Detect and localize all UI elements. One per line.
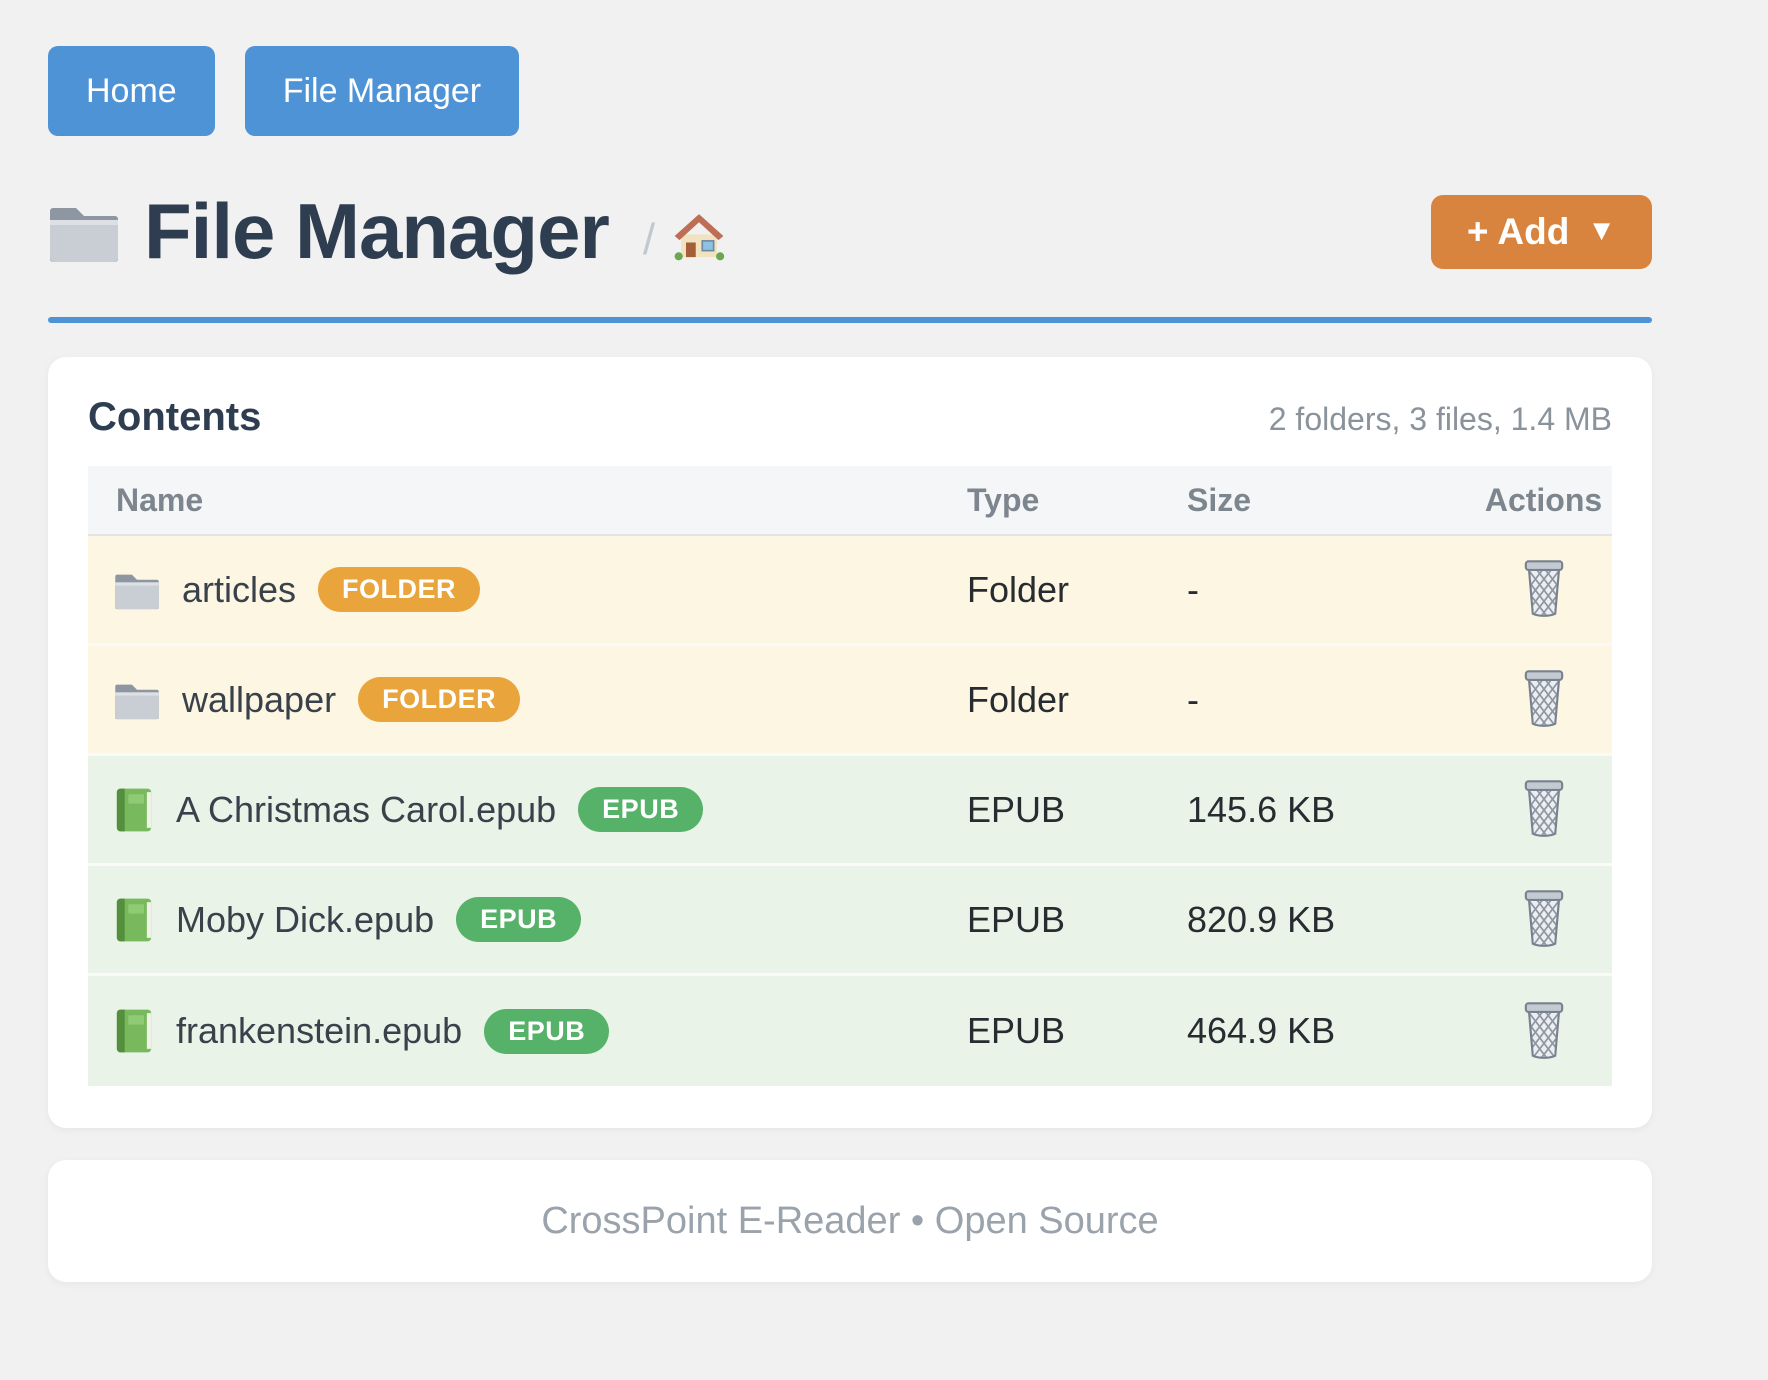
trash-icon: [1518, 776, 1570, 838]
top-nav: Home File Manager: [48, 46, 1652, 136]
delete-button[interactable]: [1514, 882, 1574, 952]
table-row: Moby Dick.epub EPUB EPUB 820.9 KB: [88, 866, 1612, 976]
file-name-link[interactable]: A Christmas Carol.epub: [176, 788, 557, 830]
add-button[interactable]: + Add ▼: [1430, 194, 1652, 269]
chevron-down-icon: ▼: [1587, 215, 1616, 247]
actions-cell: [1475, 772, 1612, 847]
folder-icon: [114, 679, 160, 721]
book-icon: [114, 897, 154, 943]
table-row: articles FOLDER Folder -: [88, 536, 1612, 646]
file-type: Folder: [967, 568, 1070, 610]
title-divider: [48, 317, 1652, 323]
delete-button[interactable]: [1514, 552, 1574, 622]
name-cell: A Christmas Carol.epub EPUB: [88, 787, 967, 833]
folder-icon: [48, 200, 120, 264]
footer: CrossPoint E-Reader • Open Source: [48, 1160, 1652, 1282]
file-name-link[interactable]: Moby Dick.epub: [176, 898, 435, 940]
file-type: Folder: [967, 678, 1070, 720]
column-header-size: Size: [1187, 481, 1252, 518]
epub-badge: EPUB: [484, 1008, 610, 1054]
actions-cell: [1475, 882, 1612, 957]
name-cell: Moby Dick.epub EPUB: [88, 897, 967, 943]
epub-badge: EPUB: [578, 787, 704, 832]
home-icon: [673, 210, 725, 267]
nav-home-button[interactable]: Home: [48, 46, 215, 136]
folder-badge: FOLDER: [318, 567, 481, 612]
delete-button[interactable]: [1514, 994, 1574, 1064]
file-size: -: [1187, 678, 1199, 720]
file-name-link[interactable]: frankenstein.epub: [176, 1010, 463, 1051]
file-type: EPUB: [967, 788, 1066, 830]
table-row: frankenstein.epub EPUB EPUB 464.9 KB: [88, 976, 1612, 1086]
column-header-name: Name: [116, 481, 204, 518]
table-row: wallpaper FOLDER Folder -: [88, 646, 1612, 756]
book-icon: [114, 787, 154, 833]
file-name-link[interactable]: articles: [182, 568, 297, 610]
name-cell: articles FOLDER: [88, 567, 967, 612]
trash-icon: [1518, 666, 1570, 728]
file-size: 820.9 KB: [1187, 898, 1336, 940]
epub-badge: EPUB: [456, 897, 582, 942]
actions-cell: [1475, 994, 1612, 1069]
file-table: Name Type Size Actions articles FOLDER F…: [88, 466, 1612, 1086]
file-size: 145.6 KB: [1187, 788, 1336, 830]
breadcrumb-home-link[interactable]: [673, 210, 725, 267]
table-header-row: Name Type Size Actions: [88, 466, 1612, 536]
add-button-label: + Add: [1466, 210, 1570, 252]
book-icon: [114, 1008, 154, 1054]
actions-cell: [1475, 552, 1612, 627]
file-type: EPUB: [967, 898, 1066, 940]
contents-summary: 2 folders, 3 files, 1.4 MB: [1268, 401, 1612, 437]
breadcrumb-separator: /: [642, 214, 656, 264]
page-header: File Manager / + Add ▼: [48, 186, 1652, 277]
trash-icon: [1518, 998, 1570, 1060]
card-header: Contents 2 folders, 3 files, 1.4 MB: [88, 395, 1612, 440]
delete-button[interactable]: [1514, 662, 1574, 732]
nav-file-manager-button[interactable]: File Manager: [244, 46, 520, 136]
name-cell: frankenstein.epub EPUB: [88, 1008, 967, 1054]
column-header-actions: Actions: [1484, 481, 1603, 518]
table-row: A Christmas Carol.epub EPUB EPUB 145.6 K…: [88, 756, 1612, 866]
contents-card: Contents 2 folders, 3 files, 1.4 MB Name…: [48, 357, 1652, 1128]
delete-button[interactable]: [1514, 772, 1574, 842]
page-title: File Manager: [144, 187, 610, 275]
trash-icon: [1518, 886, 1570, 948]
footer-text: CrossPoint E-Reader • Open Source: [541, 1199, 1159, 1242]
file-size: 464.9 KB: [1187, 1010, 1336, 1051]
file-size: -: [1187, 568, 1199, 610]
trash-icon: [1518, 556, 1570, 618]
folder-badge: FOLDER: [358, 677, 521, 722]
file-type: EPUB: [967, 1010, 1066, 1051]
column-header-type: Type: [967, 481, 1040, 518]
actions-cell: [1475, 662, 1612, 737]
file-name-link[interactable]: wallpaper: [182, 678, 337, 720]
name-cell: wallpaper FOLDER: [88, 677, 967, 722]
folder-icon: [114, 569, 160, 611]
contents-title: Contents: [88, 395, 262, 439]
page: Home File Manager File Manager / + Add ▼…: [48, 0, 1652, 1282]
